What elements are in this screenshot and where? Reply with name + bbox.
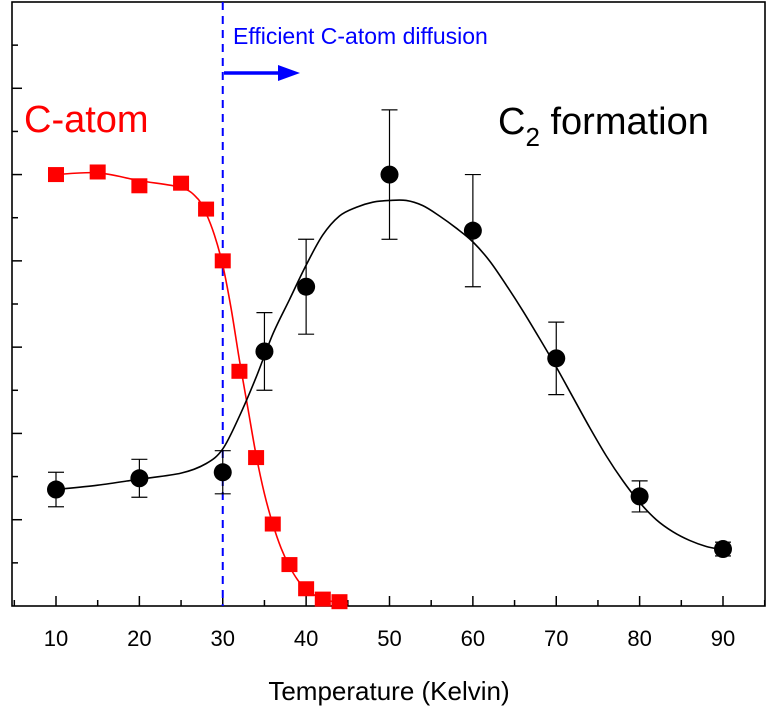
c2-formation-label: C2 formation	[498, 101, 709, 152]
c2-point	[47, 480, 65, 499]
c2-point	[213, 463, 232, 482]
c2-point	[714, 540, 732, 559]
c-atom-point	[264, 516, 281, 532]
x-tick-label: 90	[711, 626, 735, 651]
c2-point	[547, 349, 566, 368]
c-atom-fit-line	[55, 171, 348, 605]
c2-fit-line	[55, 199, 724, 551]
x-tick-label: 80	[627, 626, 651, 651]
c-atom-point	[173, 175, 190, 191]
data-markers	[47, 164, 732, 610]
c2-point	[130, 469, 149, 488]
diffusion-arrow	[224, 65, 300, 81]
tick-marks	[12, 44, 766, 606]
c-atom-point	[281, 557, 298, 573]
c-atom-point	[248, 450, 265, 466]
x-axis-label: Temperature (Kelvin)	[268, 676, 509, 706]
c2-point	[463, 221, 482, 240]
c2-point	[297, 277, 316, 296]
c2-point	[255, 342, 274, 361]
c-atom-label: C-atom	[24, 99, 149, 141]
c-atom-point	[198, 201, 215, 217]
c-atom-point	[314, 591, 331, 607]
c-atom-point	[48, 167, 64, 183]
c-atom-point	[89, 164, 106, 180]
c-atom-point	[214, 253, 231, 269]
c-atom-point	[231, 363, 248, 379]
c-atom-point	[331, 594, 348, 610]
x-tick-label: 50	[377, 626, 401, 651]
x-tick-label: 20	[127, 626, 151, 651]
c-atom-point	[298, 581, 315, 597]
x-tick-labels: 10 20 30 40 50 60 70 80 90	[44, 626, 735, 651]
x-tick-label: 40	[294, 626, 318, 651]
x-tick-label: 60	[461, 626, 485, 651]
x-tick-label: 10	[44, 626, 68, 651]
diffusion-label: Efficient C-atom diffusion	[233, 23, 488, 49]
x-tick-label: 30	[211, 626, 235, 651]
x-tick-label: 70	[544, 626, 568, 651]
error-bars	[48, 109, 731, 557]
c2-point	[630, 487, 649, 506]
c2-point	[380, 165, 399, 184]
c-atom-point	[131, 178, 148, 194]
